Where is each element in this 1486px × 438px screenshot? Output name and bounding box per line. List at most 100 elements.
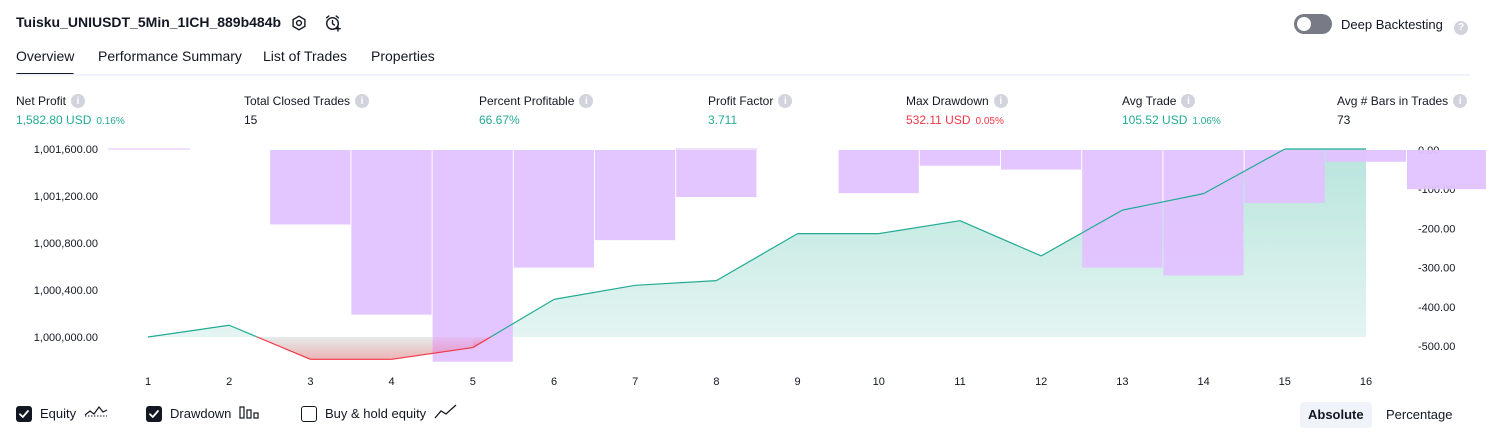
metric-value: 532.11 USD [906,113,971,127]
metric-value: 15 [244,113,258,127]
info-icon[interactable]: i [778,94,793,108]
x-tick-label: 14 [1197,376,1209,388]
tab-list-of-trades[interactable]: List of Trades [263,48,348,64]
metric-percent: 0.05% [975,116,1004,127]
metric-label: Total Closed Trades [244,94,351,108]
info-icon[interactable]: i [71,94,86,108]
metric-max-drawdown: Max Drawdown i 532.11 USD 0.05% [906,94,1008,127]
metric-label: Profit Factor [708,94,774,108]
drawdown-legend-label: Drawdown [170,406,232,421]
absolute-button[interactable]: Absolute [1300,402,1372,428]
metric-profit-factor: Profit Factor i 3.711 [708,94,793,127]
metric-label: Avg # Bars in Trades [1337,94,1449,108]
equity-icon [84,404,108,423]
buy-hold-legend-label: Buy & hold equity [325,406,427,421]
equity-line-segment [490,298,555,338]
drawdown-bar [919,150,1000,166]
x-tick-label: 9 [795,376,801,388]
equity-checkbox[interactable] [16,405,32,422]
x-tick-label: 12 [1035,376,1047,388]
left-tick-label: 1,000,400.00 [34,285,98,297]
right-tick-label: -200.00 [1418,223,1455,235]
x-tick-label: 13 [1116,376,1128,388]
x-tick-label: 4 [389,376,395,388]
drawdown-bar [676,150,757,198]
tab-performance-summary[interactable]: Performance Summary [98,48,242,64]
metric-percent-profitable: Percent Profitable i 66.67% [479,94,594,127]
left-tick-label: 1,000,000.00 [34,332,98,344]
info-icon[interactable]: i [1453,94,1468,108]
metric-total-closed-trades: Total Closed Trades i 15 [244,94,370,127]
metric-avg-trade: Avg Trade i 105.52 USD 1.06% [1122,94,1221,127]
legend-equity[interactable]: Equity [16,404,108,423]
metric-avg-bars-in-trades: Avg # Bars in Trades i 73 [1337,94,1468,127]
info-icon[interactable]: i [355,94,370,108]
equity-line-segment [1040,209,1123,257]
legend-drawdown[interactable]: Drawdown [146,404,261,423]
bars-icon [239,404,261,423]
right-tick-label: -500.00 [1418,341,1455,353]
settings-icon[interactable] [288,12,310,34]
left-tick-label: 1,001,600.00 [34,144,98,156]
metric-net-profit: Net Profit i 1,582.80 USD 0.16% [16,94,125,127]
equity-underwater-fill [257,337,311,360]
toggle-knob [1297,17,1311,31]
metric-percent: 0.16% [96,116,125,127]
drawdown-bar [1325,150,1406,162]
metric-label: Max Drawdown [906,94,989,108]
buy-hold-checkbox[interactable] [301,405,317,422]
x-tick-label: 10 [873,376,885,388]
tab-overview[interactable]: Overview [16,48,75,76]
drawdown-bar [351,150,432,315]
drawdown-bar [595,150,676,241]
overview-chart: 1,000,000.00 1,000,400.00 1,000,800.00 1,00… [34,144,1486,388]
equity-line-segment [878,220,961,235]
equity-line-segment [1203,148,1286,195]
x-tick-label: 8 [713,376,719,388]
info-icon[interactable]: i [579,94,594,108]
equity-legend-label: Equity [40,406,77,421]
info-icon[interactable]: i [993,94,1008,108]
left-axis: 1,000,000.00 1,000,400.00 1,000,800.00 1,00… [34,144,98,344]
equity-line-segment [256,336,311,360]
drawdown-bars [257,150,1486,362]
drawdown-bar [513,150,594,268]
x-axis: 1 2 3 4 5 6 7 8 9 10 11 12 13 14 15 16 [145,376,1372,388]
left-tick-label: 1,001,200.00 [34,191,98,203]
drawdown-bar [270,150,351,225]
equity-line-segment [716,233,798,282]
right-tick-label: -400.00 [1418,302,1455,314]
deep-backtesting-toggle[interactable] [1294,14,1332,34]
drawdown-bar [838,150,919,194]
equity-line-segment [553,284,636,300]
equity-line-segment [147,324,230,338]
drawdown-checkbox[interactable] [146,405,162,422]
info-icon[interactable]: i [1181,94,1196,108]
tab-properties[interactable]: Properties [371,48,435,64]
right-tick-label: -300.00 [1418,263,1455,275]
left-tick-label: 1,000,800.00 [34,238,98,250]
x-tick-label: 6 [551,376,557,388]
x-tick-label: 2 [226,376,232,388]
metric-value: 3.711 [708,113,738,127]
equity-underwater-fill [391,337,473,360]
percentage-button[interactable]: Percentage [1386,407,1453,422]
x-tick-label: 15 [1279,376,1291,388]
tab-divider [16,74,1470,76]
equity-line-segment [472,336,491,349]
drawdown-bar [1001,150,1082,170]
equity-underwater-fill [310,337,392,360]
strategy-title: Tuisku_UNIUSDT_5Min_1ICH_889b484b [16,14,282,30]
help-icon[interactable]: ? [1454,17,1468,35]
deep-backtesting-label: Deep Backtesting [1341,17,1443,32]
metric-label: Percent Profitable [479,94,575,108]
legend-buy-hold[interactable]: Buy & hold equity [301,404,458,423]
metric-label: Net Profit [16,94,67,108]
drawdown-bar [1407,150,1486,190]
x-tick-label: 5 [470,376,476,388]
drawdown-bar [432,150,513,362]
x-tick-label: 1 [145,376,151,388]
line-chart-icon [434,404,458,423]
metric-value: 66.67% [479,113,520,127]
add-alert-icon[interactable] [322,12,344,34]
